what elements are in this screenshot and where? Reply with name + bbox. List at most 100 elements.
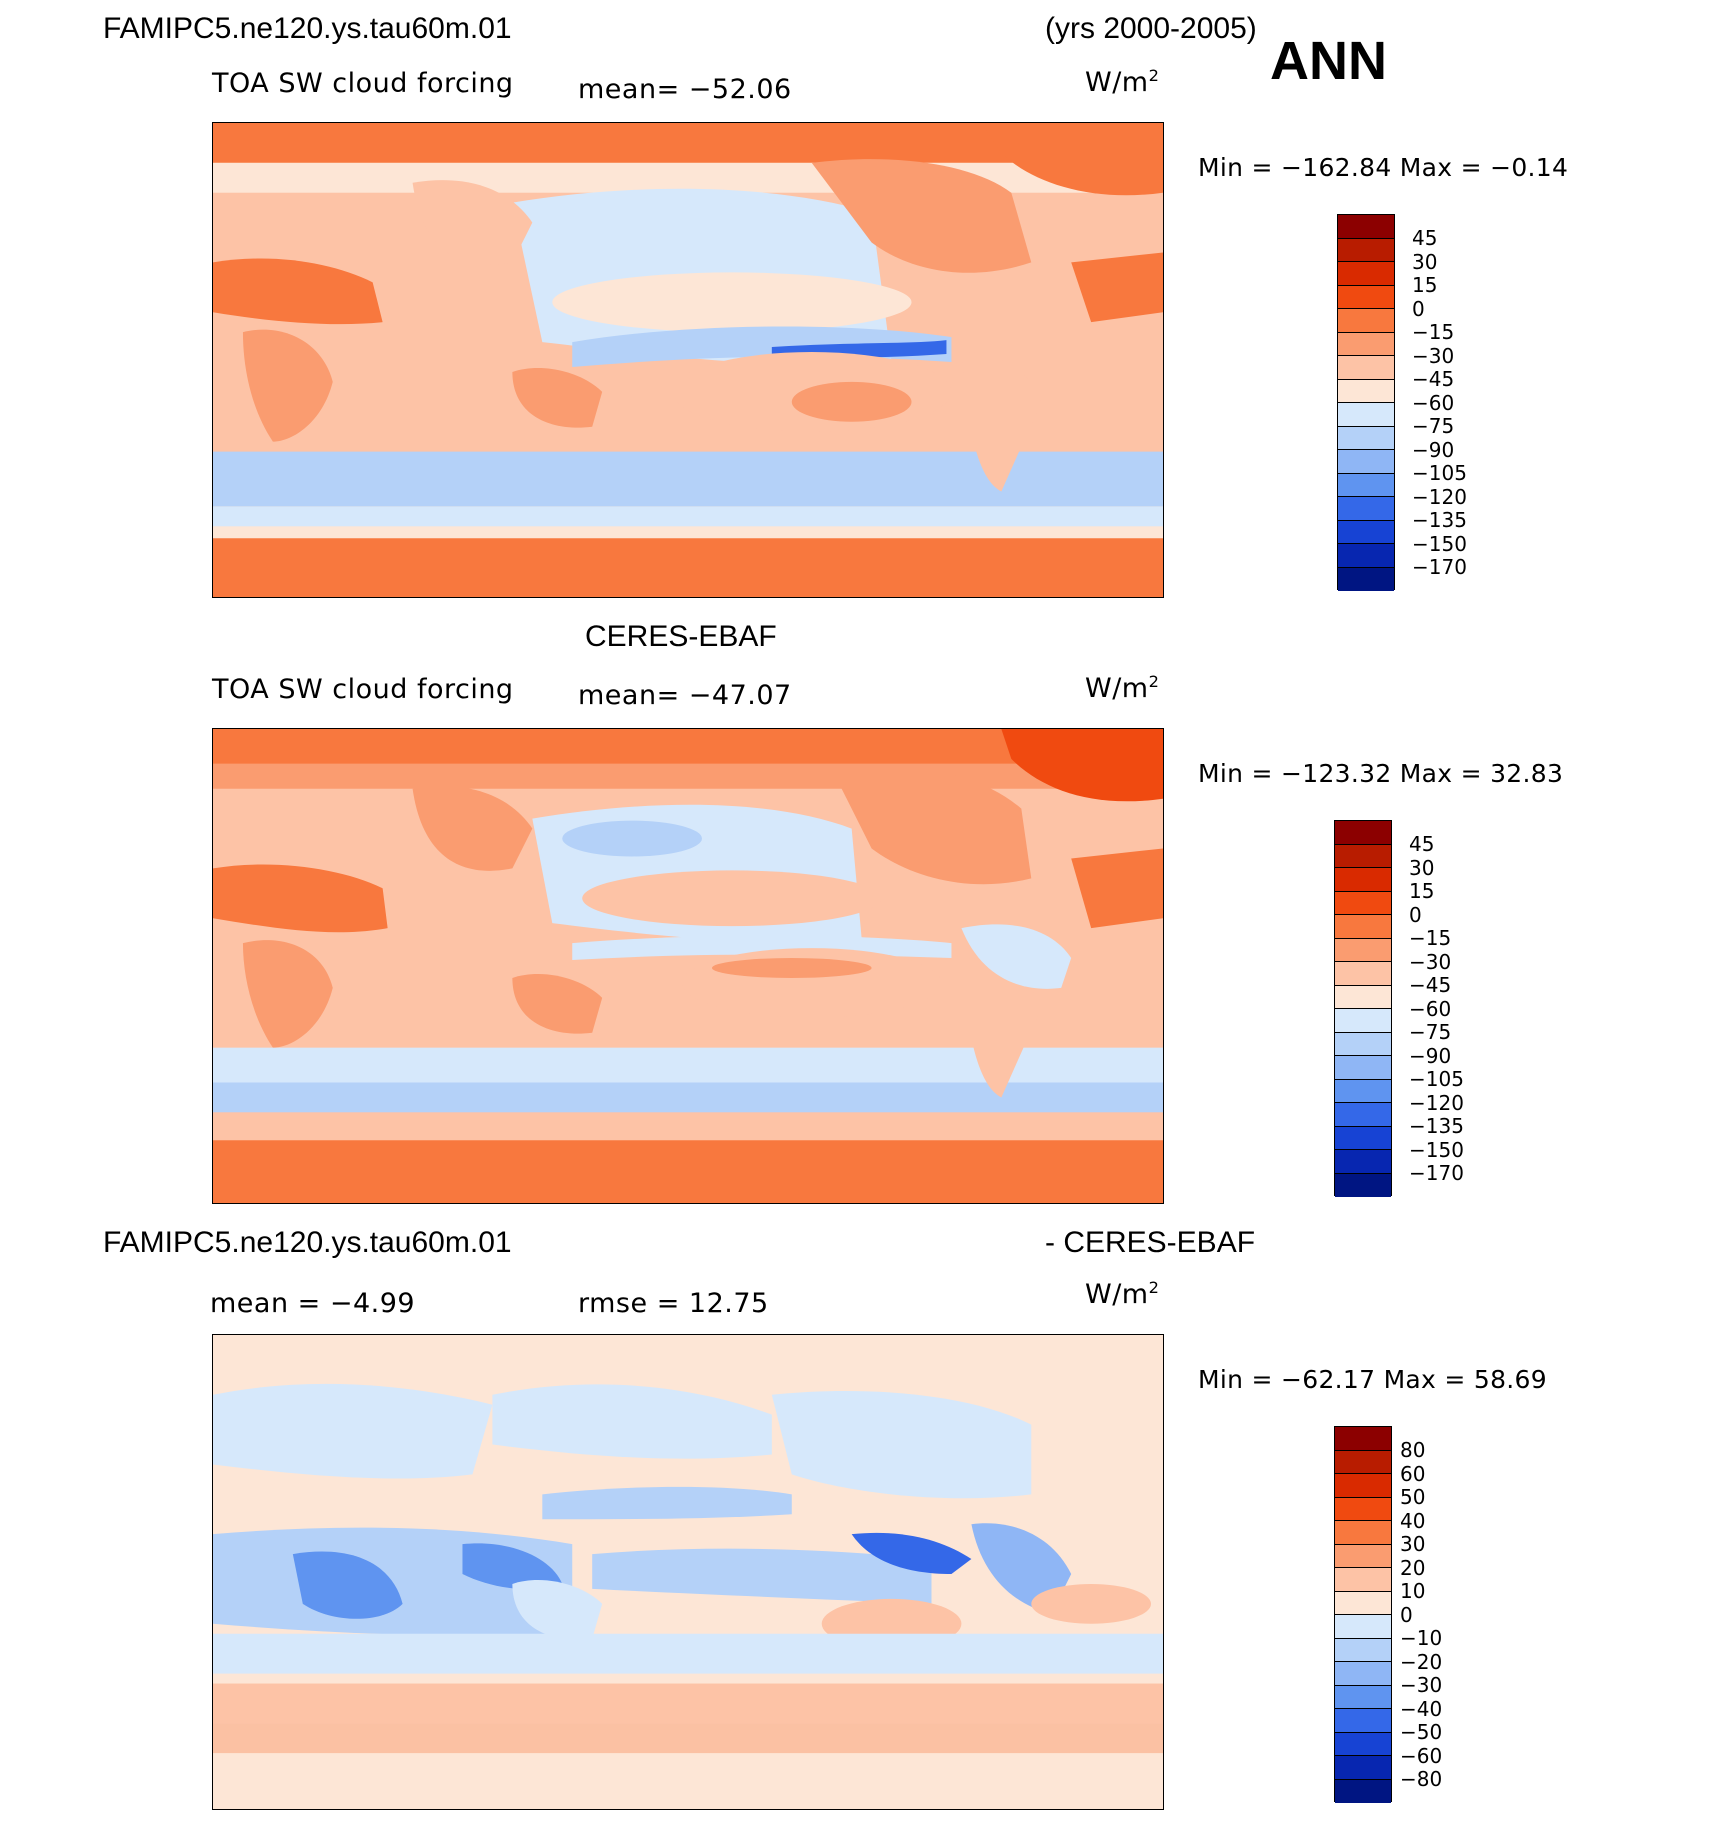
colorbar-tick-label: 15: [1412, 273, 1438, 297]
panel1-colorbar: [1337, 214, 1395, 591]
colorbar-swatch: [1338, 309, 1394, 333]
colorbar-tick-label: −30: [1412, 343, 1455, 368]
colorbar-tick-label: −50: [1400, 1720, 1443, 1744]
colorbar-tick-label: 80: [1400, 1438, 1426, 1462]
colorbar-tick-label: −75: [1409, 1020, 1452, 1044]
panel3-mean: mean = −4.99: [210, 1288, 416, 1319]
colorbar-swatch: [1335, 1779, 1391, 1803]
colorbar-swatch: [1335, 1056, 1391, 1080]
colorbar-tick-label: 50: [1400, 1485, 1426, 1509]
colorbar-swatch: [1338, 215, 1394, 239]
colorbar-tick-label: −45: [1412, 367, 1455, 391]
colorbar-swatch: [1335, 1615, 1391, 1639]
colorbar-tick-label: 0: [1409, 902, 1422, 927]
colorbar-tick-label: −80: [1400, 1767, 1443, 1791]
colorbar-tick-label: −45: [1409, 973, 1452, 997]
colorbar-tick-label: −120: [1412, 484, 1467, 509]
colorbar-swatch: [1335, 1079, 1391, 1103]
colorbar-swatch: [1338, 238, 1394, 262]
colorbar-tick-label: −15: [1412, 320, 1455, 344]
colorbar-swatch: [1338, 379, 1394, 403]
colorbar-tick-label: −75: [1412, 414, 1455, 438]
colorbar-tick-label: −60: [1400, 1743, 1443, 1768]
colorbar-swatch: [1338, 567, 1394, 591]
colorbar-tick-label: −120: [1409, 1090, 1464, 1115]
panel3-rmse: rmse = 12.75: [578, 1288, 769, 1319]
case-title: FAMIPC5.ne120.ys.tau60m.01: [103, 12, 512, 45]
colorbar-swatch: [1338, 285, 1394, 309]
colorbar-swatch: [1338, 520, 1394, 544]
panel3-map-field: [213, 1335, 1163, 1809]
panel1-map: [212, 122, 1164, 598]
colorbar-swatch: [1338, 473, 1394, 497]
colorbar-tick-label: −150: [1412, 531, 1467, 556]
panel1-map-field: [213, 123, 1163, 597]
colorbar-tick-label: −105: [1412, 461, 1467, 485]
colorbar-swatch: [1335, 1474, 1391, 1498]
colorbar-swatch: [1335, 1427, 1391, 1451]
colorbar-swatch: [1335, 1126, 1391, 1150]
colorbar-tick-label: −170: [1409, 1161, 1464, 1185]
panel3-title-left: FAMIPC5.ne120.ys.tau60m.01: [103, 1226, 512, 1259]
colorbar-swatch: [1338, 544, 1394, 568]
colorbar-tick-label: 0: [1400, 1602, 1413, 1627]
panel2-minmax: Min = −123.32 Max = 32.83: [1198, 759, 1564, 788]
colorbar-swatch: [1335, 1103, 1391, 1127]
colorbar-tick-label: −15: [1409, 926, 1452, 950]
colorbar-swatch: [1338, 356, 1394, 380]
colorbar-tick-label: 30: [1400, 1532, 1426, 1556]
colorbar-swatch: [1338, 403, 1394, 427]
colorbar-swatch: [1338, 262, 1394, 286]
colorbar-swatch: [1335, 1173, 1391, 1197]
panel1-variable: TOA SW cloud forcing: [212, 68, 514, 99]
colorbar-tick-label: −135: [1412, 508, 1467, 532]
panel2-map-field: [213, 729, 1163, 1203]
panel2-units: W/m2: [1085, 672, 1160, 704]
colorbar-tick-label: −90: [1412, 437, 1455, 462]
colorbar-tick-label: −170: [1412, 555, 1467, 579]
panel1-minmax: Min = −162.84 Max = −0.14: [1198, 153, 1569, 182]
colorbar-swatch: [1335, 1756, 1391, 1780]
colorbar-swatch: [1338, 332, 1394, 356]
colorbar-swatch: [1335, 1009, 1391, 1033]
colorbar-swatch: [1335, 1591, 1391, 1615]
colorbar-tick-label: −10: [1400, 1626, 1443, 1650]
colorbar-swatch: [1338, 450, 1394, 474]
colorbar-tick-label: 60: [1400, 1461, 1426, 1486]
colorbar-tick-label: −30: [1409, 949, 1452, 974]
colorbar-swatch: [1335, 1568, 1391, 1592]
panel2-map: [212, 728, 1164, 1204]
colorbar-tick-label: 40: [1400, 1508, 1426, 1533]
colorbar-tick-label: 10: [1400, 1579, 1426, 1603]
colorbar-swatch: [1338, 426, 1394, 450]
panel2-variable: TOA SW cloud forcing: [212, 674, 514, 705]
colorbar-tick-label: −135: [1409, 1114, 1464, 1138]
colorbar-swatch: [1335, 1450, 1391, 1474]
colorbar-swatch: [1335, 985, 1391, 1009]
panel1-mean: mean= −52.06: [578, 74, 792, 105]
colorbar-tick-label: 15: [1409, 879, 1435, 903]
panel2-mean: mean= −47.07: [578, 680, 792, 711]
colorbar-swatch: [1335, 938, 1391, 962]
colorbar-swatch: [1335, 1544, 1391, 1568]
panel2-title: CERES-EBAF: [585, 620, 777, 653]
colorbar-swatch: [1335, 962, 1391, 986]
colorbar-swatch: [1335, 891, 1391, 915]
colorbar-tick-label: 20: [1400, 1555, 1426, 1580]
colorbar-swatch: [1335, 1497, 1391, 1521]
colorbar-swatch: [1335, 1150, 1391, 1174]
colorbar-tick-label: −105: [1409, 1067, 1464, 1091]
colorbar-swatch: [1335, 821, 1391, 845]
colorbar-swatch: [1335, 1638, 1391, 1662]
colorbar-tick-label: −40: [1400, 1696, 1443, 1721]
colorbar-tick-label: 0: [1412, 296, 1425, 321]
colorbar-tick-label: 45: [1409, 832, 1435, 856]
colorbar-swatch: [1335, 1685, 1391, 1709]
years-label: (yrs 2000-2005): [1045, 12, 1257, 45]
colorbar-swatch: [1335, 1662, 1391, 1686]
colorbar-swatch: [1335, 844, 1391, 868]
colorbar-swatch: [1335, 1032, 1391, 1056]
colorbar-swatch: [1335, 868, 1391, 892]
panel3-map: [212, 1334, 1164, 1810]
panel3-units: W/m2: [1085, 1278, 1160, 1310]
